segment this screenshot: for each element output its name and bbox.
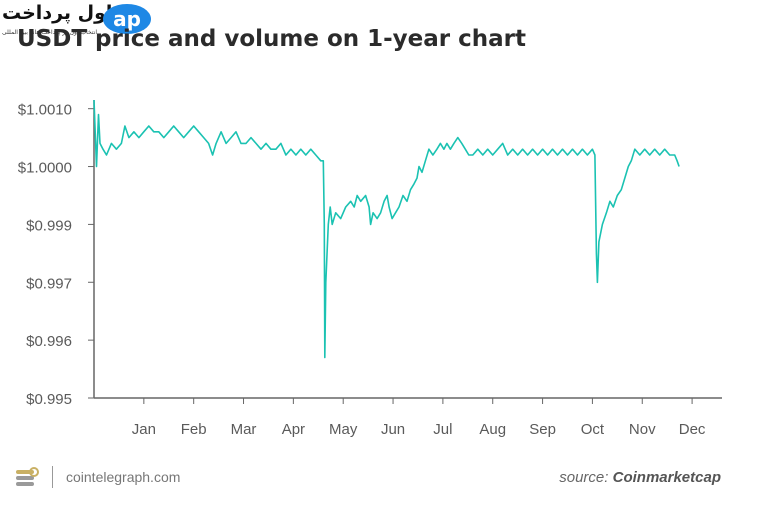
- line-chart: $1.0010 $1.0000 $0.999 $0.997 $0.996 $0.995 J…: [18, 99, 722, 438]
- y-tick-label: $0.995: [26, 391, 72, 408]
- source-name: Coinmarketcap: [612, 469, 721, 486]
- x-tick-label: Oct: [581, 421, 605, 438]
- x-tick-label: Apr: [282, 421, 305, 438]
- x-tick-label: May: [329, 421, 358, 438]
- y-tick-label: $1.0010: [18, 102, 72, 119]
- watermark-brand-text: اول پرداخت: [2, 2, 113, 24]
- y-tick-label: $0.997: [26, 275, 72, 292]
- svg-text:ap: ap: [113, 7, 141, 31]
- footer-separator: [52, 466, 53, 488]
- x-tick-label: Jul: [433, 421, 452, 438]
- watermark-mark-icon: ap: [103, 4, 151, 34]
- y-tick-label: $0.996: [26, 333, 72, 350]
- chart-title: USDT price and volume on 1-year chart: [17, 26, 527, 52]
- y-tick-label: $0.999: [26, 217, 72, 234]
- x-tick-label: Dec: [679, 421, 706, 438]
- price-series-line: [93, 99, 680, 359]
- x-axis: Jan Feb Mar Apr May Jun Jul Aug Sep Oct Nov Dec: [94, 397, 722, 438]
- x-tick-label: Sep: [529, 421, 556, 438]
- x-tick-label: Feb: [181, 421, 207, 438]
- x-tick-label: Mar: [231, 421, 257, 438]
- y-tick-label: $1.0000: [18, 160, 72, 177]
- watermark-brand-subtext: انتخاب اول در پرداخت های بین المللی: [2, 29, 98, 36]
- footer-source: source: Coinmarketcap: [559, 469, 721, 486]
- cointelegraph-logo-icon: [16, 467, 39, 486]
- watermark-logo: اول پرداخت انتخاب اول در پرداخت های بین …: [0, 0, 160, 40]
- x-tick-label: Aug: [479, 421, 506, 438]
- plot-area: [93, 99, 680, 359]
- x-tick-label: Jan: [132, 421, 156, 438]
- footer-site-link[interactable]: cointelegraph.com: [66, 469, 181, 485]
- x-tick-label: Jun: [381, 421, 405, 438]
- y-axis: $1.0010 $1.0000 $0.999 $0.997 $0.996 $0.995: [18, 100, 95, 408]
- x-tick-label: Nov: [629, 421, 656, 438]
- source-prefix: source:: [559, 469, 609, 486]
